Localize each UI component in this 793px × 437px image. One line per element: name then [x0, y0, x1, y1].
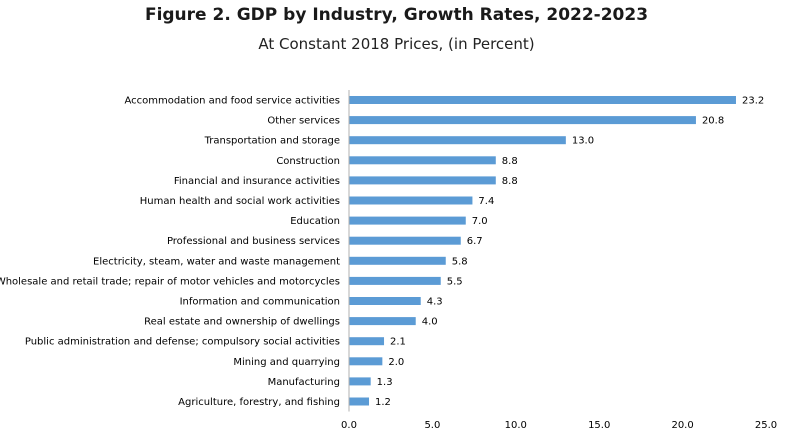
data-label: 4.3 — [427, 297, 443, 308]
bar — [349, 397, 370, 406]
x-tick-label: 0.0 — [341, 420, 357, 431]
category-label: Mining and quarrying — [233, 357, 340, 368]
bar — [349, 317, 416, 326]
chart-subtitle: At Constant 2018 Prices, (in Percent) — [258, 35, 535, 53]
category-label: Accommodation and food service activitie… — [124, 96, 340, 107]
category-label: Construction — [276, 156, 340, 167]
data-label: 6.7 — [467, 236, 483, 247]
bar — [349, 297, 421, 305]
data-label: 8.8 — [502, 176, 518, 187]
data-label: 20.8 — [702, 116, 724, 127]
category-label: Public administration and defense; compu… — [25, 337, 340, 348]
chart-title: Figure 2. GDP by Industry, Growth Rates,… — [144, 5, 649, 25]
bar — [349, 256, 446, 265]
category-labels: Accommodation and food service activitie… — [0, 96, 340, 409]
data-label: 5.8 — [452, 256, 468, 267]
bar — [349, 357, 383, 366]
data-label: 7.4 — [478, 196, 494, 207]
category-label: Wholesale and retail trade; repair of mo… — [0, 276, 340, 287]
category-label: Financial and insurance activities — [174, 176, 340, 187]
bar — [349, 156, 496, 165]
category-label: Real estate and ownership of dwellings — [144, 317, 340, 328]
data-label: 8.8 — [502, 156, 518, 167]
bar — [349, 136, 566, 145]
category-label: Other services — [267, 116, 340, 127]
data-label: 1.3 — [377, 377, 393, 388]
bars-layer — [349, 96, 736, 406]
bar — [349, 337, 385, 346]
bar — [349, 216, 466, 225]
data-label: 7.0 — [472, 216, 488, 227]
data-label: 1.2 — [375, 397, 391, 408]
x-tick-label: 5.0 — [424, 420, 440, 431]
category-label: Transportation and storage — [204, 136, 340, 147]
bar — [349, 236, 461, 245]
data-label: 5.5 — [447, 276, 463, 287]
category-label: Professional and business services — [167, 236, 340, 247]
bar — [349, 276, 441, 285]
bar — [349, 377, 371, 386]
data-label: 13.0 — [572, 136, 594, 147]
bar — [349, 96, 736, 104]
bar — [349, 176, 496, 185]
category-label: Agriculture, forestry, and fishing — [178, 397, 340, 408]
category-label: Electricity, steam, water and waste mana… — [93, 256, 340, 267]
category-label: Education — [290, 216, 340, 227]
data-label: 2.0 — [388, 357, 404, 368]
data-label: 2.1 — [390, 337, 406, 348]
category-label: Information and communication — [180, 297, 340, 308]
category-label: Manufacturing — [268, 377, 340, 388]
x-tick-label: 10.0 — [505, 420, 527, 431]
x-tick-label: 15.0 — [588, 420, 610, 431]
bar — [349, 116, 696, 125]
category-label: Human health and social work activities — [140, 196, 340, 207]
value-axis: 0.0 5.0 10.0 15.0 20.0 25.0 — [341, 90, 777, 431]
data-label: 23.2 — [742, 96, 764, 107]
bar — [349, 196, 473, 205]
value-labels: 23.2 20.8 13.0 8.8 8.8 7.4 7.0 6.7 5.8 5.5 4.3 4.0 2… — [375, 96, 764, 409]
data-label: 4.0 — [422, 317, 438, 328]
x-tick-label: 25.0 — [755, 420, 777, 431]
x-tick-label: 20.0 — [671, 420, 693, 431]
